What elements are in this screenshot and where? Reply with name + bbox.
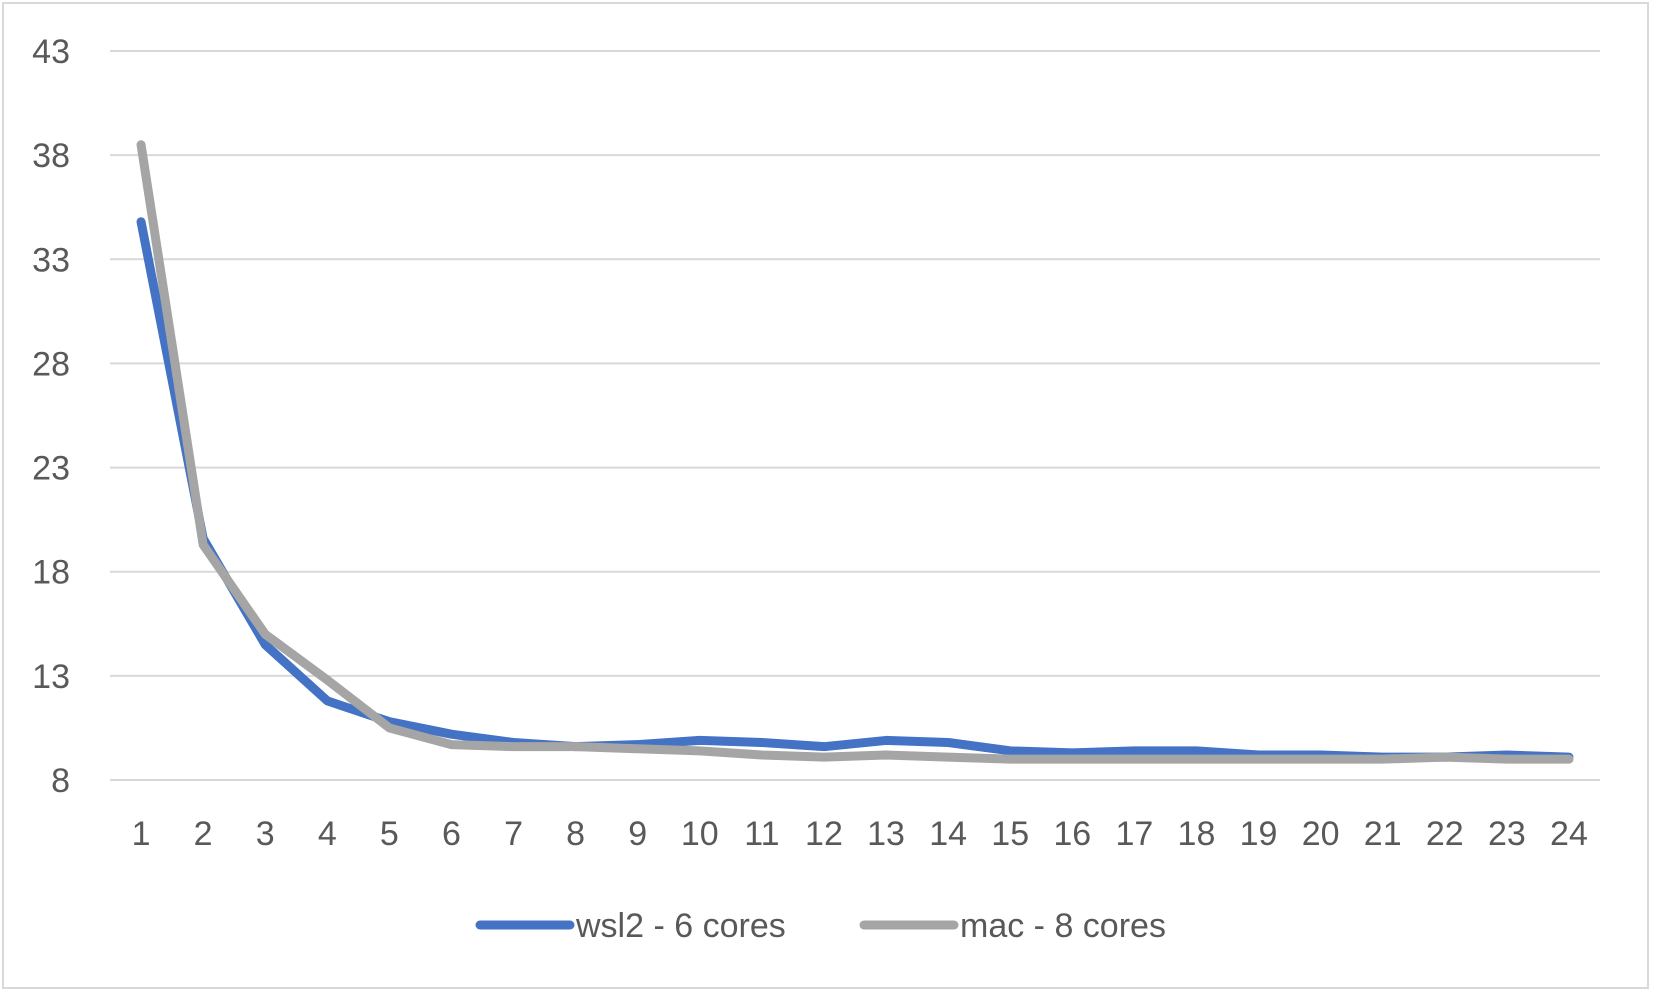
- y-tick-label: 8: [51, 762, 70, 800]
- x-tick-label: 1: [132, 815, 151, 853]
- data-point: [264, 633, 266, 635]
- data-point: [1195, 758, 1197, 760]
- data-point: [699, 750, 701, 752]
- y-tick-label: 38: [32, 137, 70, 175]
- data-point: [1568, 758, 1570, 760]
- x-tick-label: 10: [681, 815, 719, 853]
- y-axis-tick-labels: 8 13 18 23 28 33 38 43: [32, 33, 70, 800]
- data-point: [1133, 758, 1135, 760]
- x-tick-label: 13: [867, 815, 905, 853]
- x-axis-tick-labels: 1 2 3 4 5 6 7 8 9 10 11 12 13 14 15 16 17 18 19 20 21 22 23 24: [132, 815, 1588, 853]
- data-point: [761, 754, 763, 756]
- data-point: [1071, 752, 1073, 754]
- data-point: [264, 644, 266, 646]
- data-point: [1009, 758, 1011, 760]
- gridlines: [110, 50, 1600, 781]
- data-point: [637, 748, 639, 750]
- data-point: [1258, 758, 1260, 760]
- x-tick-label: 19: [1240, 815, 1278, 853]
- data-point: [388, 727, 390, 729]
- data-point: [450, 744, 452, 746]
- data-point: [1444, 756, 1446, 758]
- data-point: [513, 746, 515, 748]
- x-tick-label: 6: [442, 815, 461, 853]
- x-tick-label: 5: [380, 815, 399, 853]
- data-point: [202, 544, 204, 546]
- x-tick-label: 23: [1488, 815, 1526, 853]
- y-tick-label: 13: [32, 658, 70, 696]
- y-tick-label: 23: [32, 450, 70, 488]
- data-point: [947, 742, 949, 744]
- y-tick-label: 28: [32, 345, 70, 383]
- x-tick-label: 24: [1550, 815, 1588, 853]
- x-tick-label: 18: [1178, 815, 1216, 853]
- series-line-1: [136, 140, 1574, 764]
- x-tick-label: 4: [318, 815, 337, 853]
- data-point: [450, 733, 452, 735]
- x-tick-label: 8: [566, 815, 585, 853]
- x-tick-label: 12: [805, 815, 843, 853]
- y-tick-label: 33: [32, 241, 70, 279]
- data-point: [140, 144, 142, 146]
- x-tick-label: 20: [1302, 815, 1340, 853]
- data-point: [1320, 758, 1322, 760]
- series-lines: [136, 140, 1574, 764]
- x-tick-label: 3: [256, 815, 275, 853]
- data-point: [761, 742, 763, 744]
- data-point: [823, 746, 825, 748]
- legend-label: wsl2 - 6 cores: [575, 907, 786, 945]
- x-tick-label: 2: [194, 815, 213, 853]
- x-tick-label: 11: [744, 815, 779, 853]
- y-tick-label: 43: [32, 33, 70, 71]
- data-point: [1133, 750, 1135, 752]
- data-point: [1506, 758, 1508, 760]
- data-point: [326, 700, 328, 702]
- x-tick-label: 15: [991, 815, 1029, 853]
- data-point: [885, 754, 887, 756]
- data-point: [699, 739, 701, 741]
- data-point: [1382, 758, 1384, 760]
- data-point: [947, 756, 949, 758]
- data-point: [388, 721, 390, 723]
- x-tick-label: 9: [628, 815, 647, 853]
- data-point: [1071, 758, 1073, 760]
- data-point: [575, 746, 577, 748]
- x-tick-label: 16: [1053, 815, 1091, 853]
- data-point: [326, 679, 328, 681]
- data-point: [823, 756, 825, 758]
- data-point: [1195, 750, 1197, 752]
- x-tick-label: 21: [1364, 815, 1402, 853]
- x-tick-label: 22: [1426, 815, 1464, 853]
- x-tick-label: 7: [504, 815, 523, 853]
- x-tick-label: 17: [1115, 815, 1153, 853]
- data-point: [140, 221, 142, 223]
- x-tick-label: 14: [929, 815, 967, 853]
- legend-label: mac - 8 cores: [960, 907, 1166, 945]
- data-point: [1009, 750, 1011, 752]
- y-tick-label: 18: [32, 554, 70, 592]
- data-point: [885, 739, 887, 741]
- legend: wsl2 - 6 cores mac - 8 cores: [475, 907, 1166, 945]
